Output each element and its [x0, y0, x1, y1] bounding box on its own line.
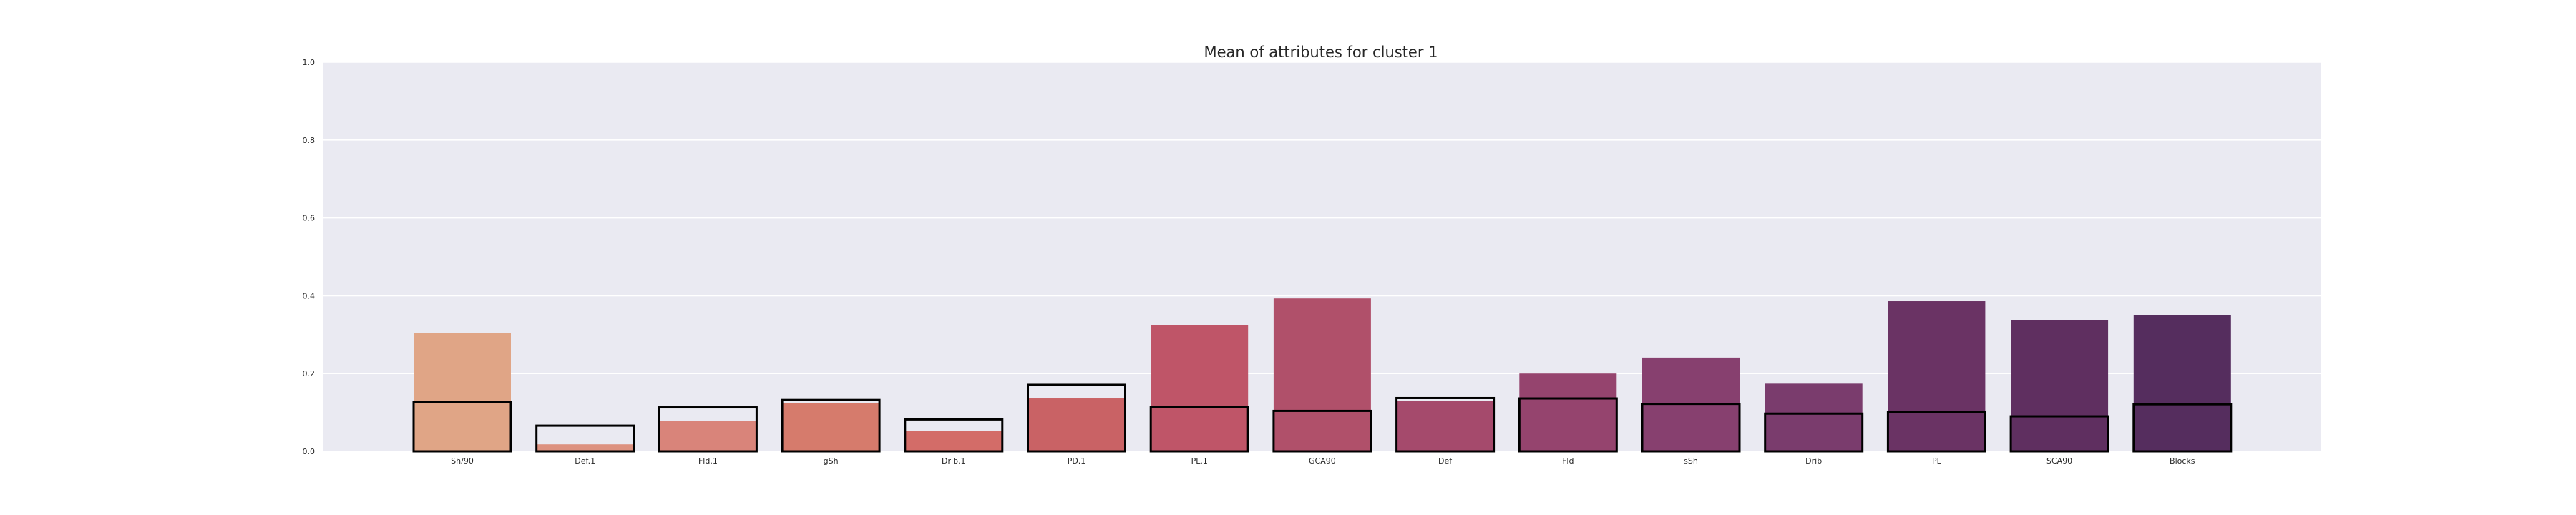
- bar-filled-pl-1: [1151, 325, 1249, 451]
- x-axis-tick-labels: Sh/90 Def.1 Fld.1 gSh Drib.1 PD.1 PL.1 GCA90 Def…: [451, 456, 2195, 466]
- bar-outline-pl-1: [1149, 406, 1249, 453]
- x-tick-label: Sh/90: [451, 456, 474, 466]
- x-tick-label: Drib.1: [942, 456, 966, 466]
- bar-outline-drib: [1764, 412, 1864, 453]
- y-tick-label: 0.2: [303, 369, 316, 378]
- x-tick-label: Def.1: [575, 456, 595, 466]
- x-tick-label: Blocks: [2170, 456, 2195, 466]
- x-tick-label: SCA90: [2046, 456, 2072, 466]
- bar-filled-def: [1396, 401, 1494, 451]
- bar-outline-def: [1395, 396, 1496, 453]
- x-tick-label: PL: [1932, 456, 1942, 466]
- y-tick-label: 0.0: [303, 447, 316, 456]
- bar-outline-gsh: [781, 398, 881, 453]
- x-tick-label: GCA90: [1309, 456, 1336, 466]
- chart-title: Mean of attributes for cluster 1: [1204, 44, 1438, 61]
- bar-outline-fld: [1518, 397, 1618, 453]
- x-tick-label: gSh: [824, 456, 839, 466]
- bar-filled-drib-1: [904, 431, 1002, 451]
- bar-filled-pd-1: [1028, 398, 1126, 451]
- bar-outline-sh-90: [412, 401, 512, 453]
- x-tick-label: sSh: [1684, 456, 1698, 466]
- y-tick-label: 0.8: [303, 136, 316, 145]
- bar-filled-drib: [1765, 383, 1863, 451]
- bar-filled-fld: [1519, 373, 1617, 451]
- bar-filled-sh-90: [414, 333, 511, 451]
- bar-outline-pd-1: [1027, 383, 1126, 453]
- outline-bars: [412, 383, 2233, 453]
- x-tick-label: PD.1: [1068, 456, 1086, 466]
- x-tick-label: Drib: [1805, 456, 1822, 466]
- y-axis-tick-labels: 0.0 0.2 0.4 0.6 0.8 1.0: [303, 58, 316, 456]
- x-tick-label: Def: [1438, 456, 1453, 466]
- y-tick-label: 0.4: [303, 291, 316, 300]
- bar-filled-blocks: [2133, 315, 2231, 451]
- bar-filled-fld-1: [659, 421, 757, 451]
- bar-outline-blocks: [2132, 403, 2233, 453]
- bar-filled-pl: [1888, 301, 1986, 451]
- x-tick-label: Fld.1: [698, 456, 718, 466]
- bar-outline-gca90: [1272, 409, 1372, 453]
- bar-outline-def-1: [535, 424, 635, 453]
- bar-filled-def-1: [536, 444, 634, 451]
- bar-outline-pl: [1886, 411, 1986, 453]
- y-tick-label: 1.0: [303, 58, 316, 67]
- bar-filled-sca90: [2011, 320, 2109, 451]
- bar-filled-gca90: [1273, 298, 1371, 451]
- bar-outline-sca90: [2009, 415, 2109, 453]
- bar-outline-fld-1: [658, 406, 758, 453]
- bar-filled-gsh: [782, 403, 880, 451]
- y-tick-label: 0.6: [303, 214, 316, 223]
- x-tick-label: Fld: [1562, 456, 1574, 466]
- bar-outline-ssh: [1641, 403, 1741, 453]
- bar-outline-drib-1: [904, 418, 1004, 453]
- x-tick-label: PL.1: [1191, 456, 1208, 466]
